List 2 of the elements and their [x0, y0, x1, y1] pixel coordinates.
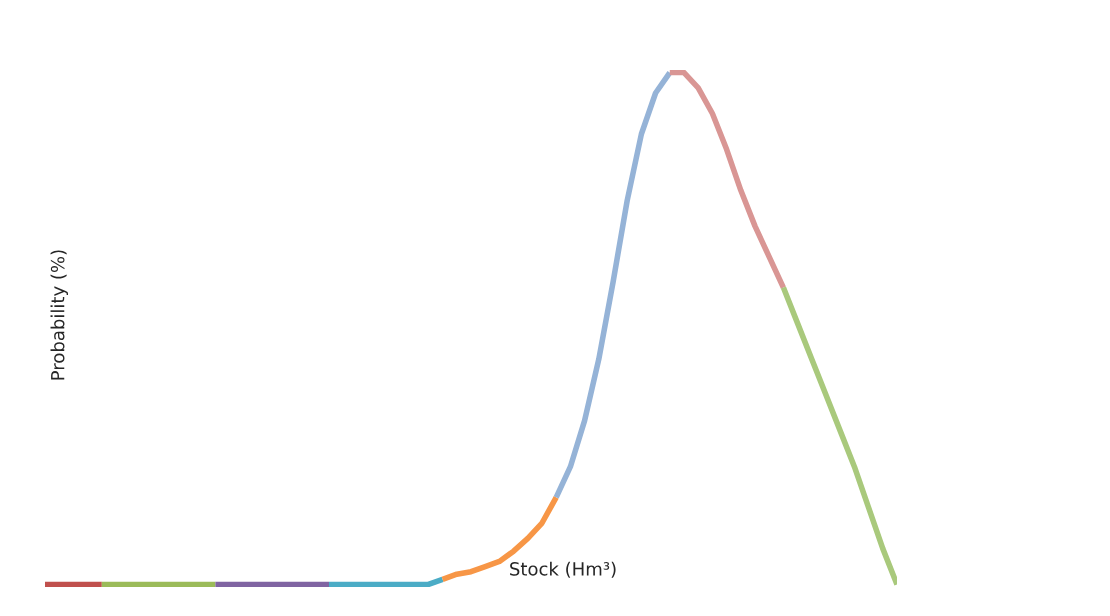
y-axis-title: Probability (%) [50, 250, 68, 380]
x-axis-title: Stock (Hm³) [510, 561, 616, 578]
